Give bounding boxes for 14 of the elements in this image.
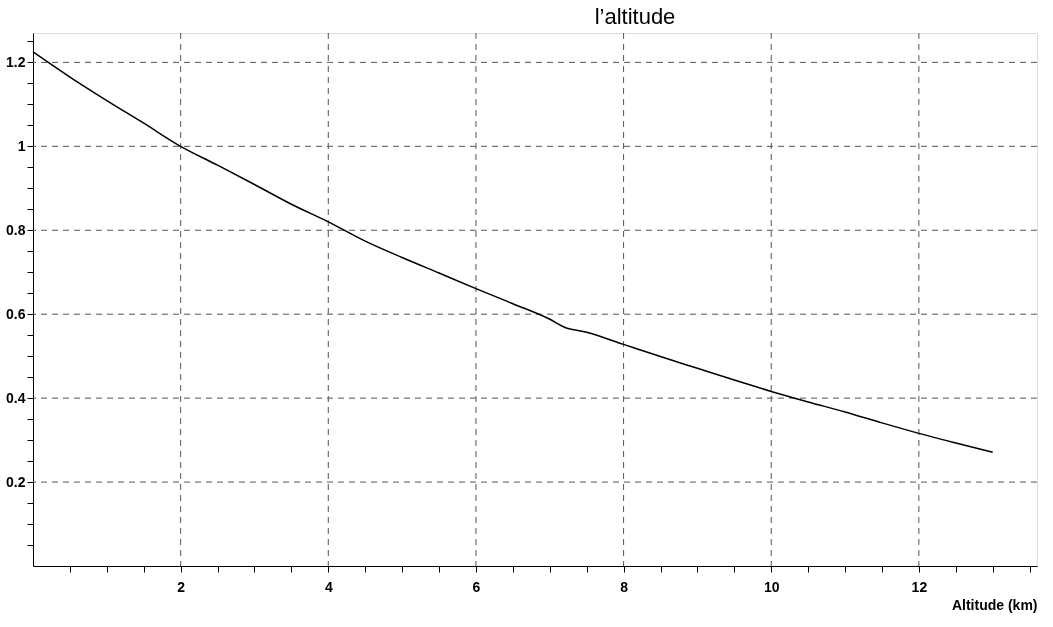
- y-tick-label: 1.2: [6, 53, 26, 70]
- x-tick-label: 2: [177, 578, 186, 595]
- x-tick-label: 6: [472, 578, 481, 595]
- y-tick-label: 0.6: [6, 305, 26, 322]
- chart-title: l’altitude: [594, 3, 676, 29]
- y-tick-label: 0.2: [6, 473, 26, 490]
- x-tick-label: 12: [911, 578, 928, 595]
- x-tick-label: 4: [324, 578, 333, 595]
- y-tick-label: 0.8: [6, 221, 26, 238]
- x-tick-label: 10: [763, 578, 780, 595]
- y-tick-label: 1: [17, 137, 26, 154]
- x-tick-label: 8: [620, 578, 629, 595]
- x-axis-title: Altitude (km): [951, 596, 1038, 613]
- y-tick-label: 0.4: [6, 389, 26, 406]
